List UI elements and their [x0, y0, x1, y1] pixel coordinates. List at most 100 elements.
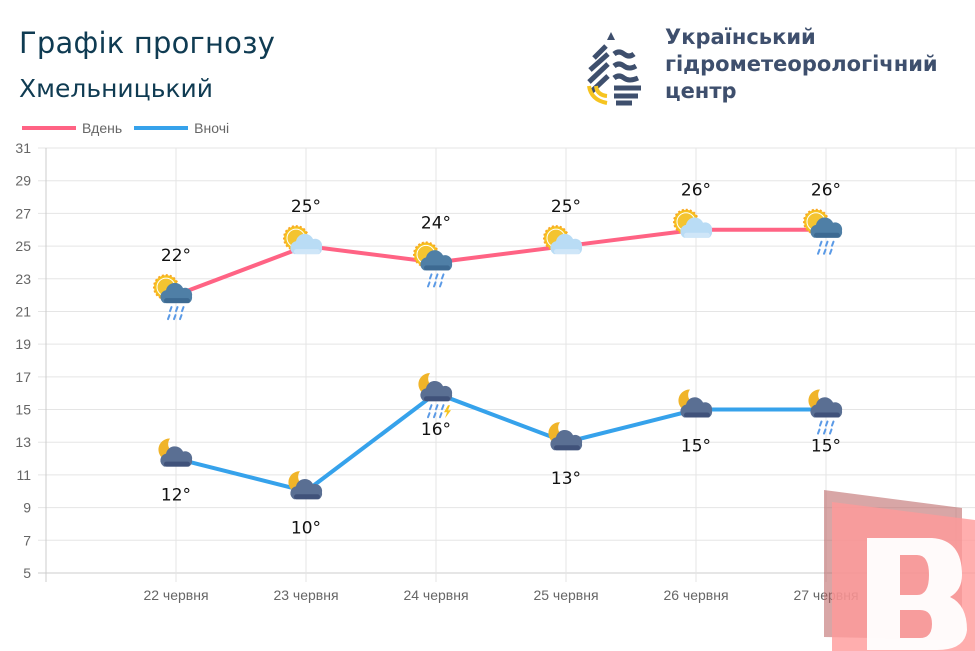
legend-swatch-day [22, 126, 76, 130]
cloud-icon [550, 429, 583, 451]
y-tick-label: 9 [23, 500, 31, 516]
rain-drop [429, 273, 433, 280]
data-label: 15° [811, 437, 841, 457]
rain-drop [179, 314, 183, 321]
weather-icon [678, 389, 713, 418]
page-title: Графік прогнозу [19, 26, 276, 60]
cloud-shade [294, 494, 320, 500]
x-tick-label: 22 червня [143, 587, 208, 603]
cloud-icon [810, 397, 843, 418]
weather-icon [153, 274, 193, 321]
rain-drop [167, 314, 171, 321]
data-label: 24° [421, 213, 451, 233]
weather-icon [673, 208, 713, 238]
x-tick-label: 24 червня [403, 587, 468, 603]
y-tick-label: 23 [15, 271, 31, 287]
data-label: 13° [551, 469, 581, 489]
cloud-shade [294, 249, 320, 255]
weather-icon [548, 422, 583, 451]
cloud-shade [814, 412, 840, 418]
series-line-night [175, 390, 826, 494]
weather-icon [418, 373, 453, 419]
cloud-shade [684, 232, 710, 238]
rain-drop [181, 306, 185, 313]
cloud-shade [164, 298, 190, 304]
weather-icon [543, 225, 583, 255]
rain-drop [435, 404, 439, 411]
data-label: 22° [161, 246, 191, 266]
legend-item-day[interactable]: Вдень [22, 120, 122, 136]
rain-drop [439, 281, 443, 288]
weather-icon [413, 241, 453, 288]
data-label: 26° [681, 181, 711, 201]
watermark-logo [824, 490, 975, 651]
data-label: 12° [161, 486, 191, 506]
weather-icon [288, 471, 323, 500]
lightning-icon [444, 405, 451, 419]
y-tick-label: 27 [15, 205, 31, 221]
rain-drop [169, 306, 173, 313]
x-tick-label: 26 червня [663, 587, 728, 603]
rain-drop [819, 420, 823, 427]
cloud-icon [680, 217, 713, 238]
y-tick-label: 25 [15, 238, 31, 254]
rain-drop [825, 420, 829, 427]
rain-drop [175, 306, 179, 313]
y-tick-label: 15 [15, 402, 31, 418]
rain-drop [819, 240, 823, 247]
rain-drop [829, 428, 833, 435]
cloud-icon [290, 233, 323, 255]
org-name: Український гідрометеорологічний центр [665, 24, 938, 105]
legend-label: Вдень [82, 120, 123, 136]
series-line-day [175, 227, 826, 297]
rain-drop [817, 428, 821, 435]
cloud-shade [554, 445, 580, 451]
rain-drop [173, 314, 177, 321]
data-label: 25° [551, 197, 581, 217]
rain-drop [823, 248, 827, 255]
cloud-icon [680, 397, 713, 418]
weather-icon [158, 438, 193, 467]
y-tick-label: 17 [15, 369, 31, 385]
legend-label: Вночі [194, 120, 230, 136]
y-tick-label: 29 [15, 173, 31, 189]
y-tick-label: 13 [15, 434, 31, 450]
rain-drop [831, 240, 835, 247]
cloud-shade [814, 232, 840, 238]
rain-drop [429, 404, 433, 411]
city-name: Хмельницький [19, 74, 214, 103]
cloud-icon [160, 446, 193, 467]
rain-drop [831, 420, 835, 427]
org-line: гідрометеорологічний [665, 52, 938, 76]
rain-drop [817, 248, 821, 255]
y-tick-label: 7 [23, 532, 31, 548]
cloud-icon [420, 250, 453, 271]
legend-item-night[interactable]: Вночі [134, 120, 229, 136]
weather-icon [803, 208, 843, 255]
ugc-logo-icon [587, 32, 641, 106]
y-tick-label: 11 [16, 467, 31, 483]
rain-drop [441, 404, 445, 411]
cloud-icon [290, 479, 323, 500]
cloud-icon [160, 282, 193, 304]
rain-drop [441, 273, 445, 280]
rain-drop [439, 412, 443, 419]
rain-drop [829, 248, 833, 255]
org-line: центр [665, 79, 737, 103]
org-line: Український [665, 25, 816, 49]
data-label: 10° [291, 518, 321, 538]
cloud-shade [424, 265, 450, 271]
x-tick-label: 25 червня [533, 587, 598, 603]
rain-drop [433, 412, 437, 419]
cloud-shade [554, 249, 580, 255]
rain-drop [427, 281, 431, 288]
cloud-icon [420, 380, 453, 402]
y-tick-label: 19 [15, 336, 31, 352]
cloud-shade [684, 412, 710, 418]
legend-swatch-night [134, 126, 189, 130]
data-label: 26° [811, 181, 841, 201]
data-label: 25° [291, 197, 321, 217]
x-tick-label: 23 червня [273, 587, 338, 603]
rain-drop [823, 428, 827, 435]
